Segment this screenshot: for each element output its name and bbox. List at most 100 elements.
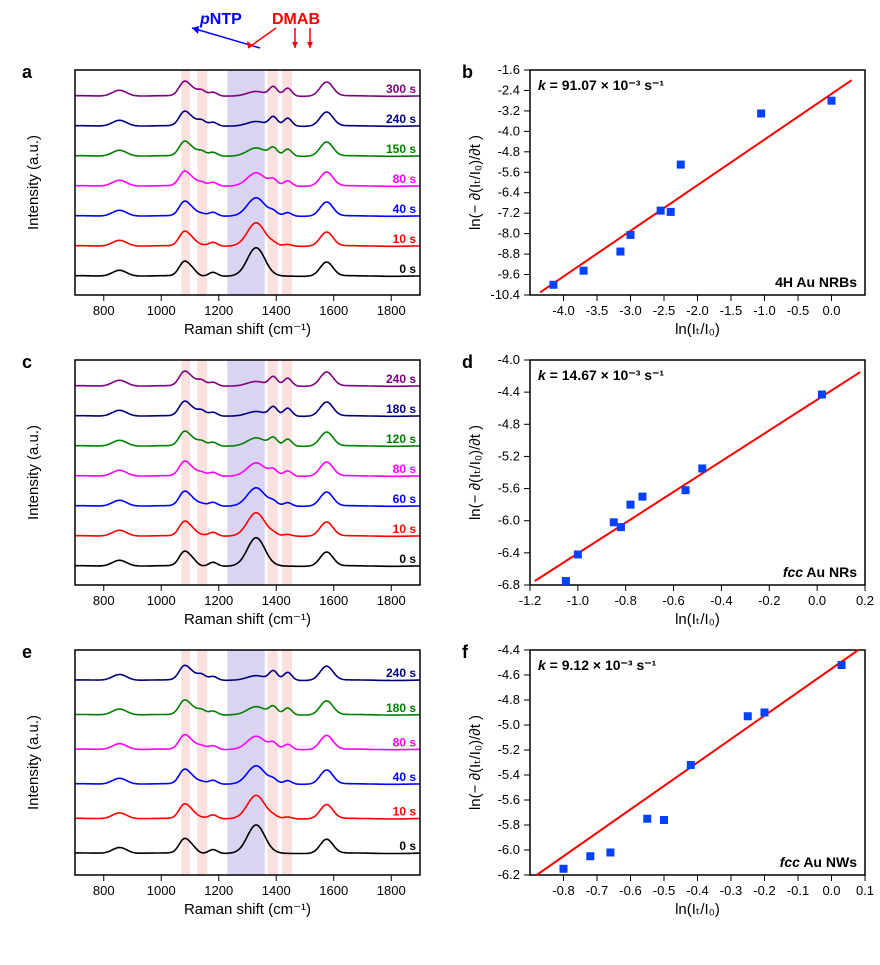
kinetics-chart-f: -0.8-0.7-0.6-0.5-0.4-0.3-0.2-0.10.00.1-6… [460, 640, 880, 920]
svg-text:-8.8: -8.8 [498, 246, 520, 261]
svg-text:1200: 1200 [204, 883, 233, 898]
svg-text:-9.6: -9.6 [498, 267, 520, 282]
svg-text:0 s: 0 s [399, 839, 416, 853]
svg-text:ln(Iₜ/I₀): ln(Iₜ/I₀) [675, 321, 720, 338]
svg-text:0.0: 0.0 [822, 883, 840, 898]
svg-text:4H Au NRBs: 4H Au NRBs [775, 274, 857, 290]
svg-text:180 s: 180 s [386, 402, 416, 416]
svg-text:0.2: 0.2 [856, 593, 874, 608]
svg-text:ln(Iₜ/I₀): ln(Iₜ/I₀) [675, 611, 720, 628]
top-legend: pNTP DMAB [20, 10, 440, 50]
svg-text:-1.5: -1.5 [720, 303, 742, 318]
svg-text:ln(− ∂(Iₜ/I₀)/∂t ): ln(− ∂(Iₜ/I₀)/∂t ) [467, 715, 484, 810]
svg-text:fcc Au NWs: fcc Au NWs [780, 854, 857, 870]
svg-text:-4.4: -4.4 [498, 642, 520, 657]
svg-text:-0.4: -0.4 [710, 593, 732, 608]
svg-text:-5.2: -5.2 [498, 742, 520, 757]
panel-e: e 0 s10 s40 s80 s180 s240 s8001000120014… [20, 640, 440, 920]
svg-text:-6.4: -6.4 [498, 185, 520, 200]
panel-a: a 0 s10 s40 s80 s150 s240 s300 s80010001… [20, 60, 440, 340]
svg-text:-0.8: -0.8 [552, 883, 574, 898]
svg-text:-0.6: -0.6 [662, 593, 684, 608]
svg-text:240 s: 240 s [386, 372, 416, 386]
svg-text:180 s: 180 s [386, 701, 416, 715]
svg-text:-0.6: -0.6 [619, 883, 641, 898]
svg-text:-6.0: -6.0 [498, 513, 520, 528]
svg-text:-2.0: -2.0 [686, 303, 708, 318]
svg-text:ln(− ∂(Iₜ/I₀)/∂t ): ln(− ∂(Iₜ/I₀)/∂t ) [467, 135, 484, 230]
svg-text:-4.6: -4.6 [498, 667, 520, 682]
svg-text:fcc Au NRs: fcc Au NRs [783, 564, 857, 580]
svg-text:-0.7: -0.7 [586, 883, 608, 898]
svg-text:0 s: 0 s [399, 262, 416, 276]
svg-text:-4.0: -4.0 [498, 352, 520, 367]
svg-text:1800: 1800 [377, 883, 406, 898]
svg-text:-6.2: -6.2 [498, 867, 520, 882]
svg-text:-7.2: -7.2 [498, 205, 520, 220]
svg-text:240 s: 240 s [386, 112, 416, 126]
svg-text:-4.8: -4.8 [498, 144, 520, 159]
panel-d: d -1.2-1.0-0.8-0.6-0.4-0.20.00.2-6.8-6.4… [460, 350, 880, 630]
svg-text:150 s: 150 s [386, 142, 416, 156]
svg-text:0.0: 0.0 [822, 303, 840, 318]
svg-text:-4.8: -4.8 [498, 416, 520, 431]
svg-text:Raman shift (cm⁻¹): Raman shift (cm⁻¹) [184, 901, 311, 918]
svg-text:120 s: 120 s [386, 432, 416, 446]
svg-text:10 s: 10 s [393, 805, 417, 819]
svg-text:1600: 1600 [319, 303, 348, 318]
svg-text:1800: 1800 [377, 303, 406, 318]
panel-b: b -4.0-3.5-3.0-2.5-2.0-1.5-1.0-0.50.0-10… [460, 60, 880, 340]
svg-text:1000: 1000 [147, 303, 176, 318]
panel-d-label: d [462, 352, 473, 373]
svg-text:-2.5: -2.5 [653, 303, 675, 318]
svg-text:1000: 1000 [147, 593, 176, 608]
svg-text:-0.3: -0.3 [720, 883, 742, 898]
svg-text:1400: 1400 [262, 883, 291, 898]
svg-text:Intensity (a.u.): Intensity (a.u.) [25, 715, 42, 810]
svg-text:-4.0: -4.0 [498, 123, 520, 138]
svg-text:-2.4: -2.4 [498, 82, 520, 97]
svg-text:-0.4: -0.4 [686, 883, 708, 898]
svg-text:-5.6: -5.6 [498, 164, 520, 179]
kinetics-chart-b: -4.0-3.5-3.0-2.5-2.0-1.5-1.0-0.50.0-10.4… [460, 60, 880, 340]
panel-c: c 0 s10 s60 s80 s120 s180 s240 s80010001… [20, 350, 440, 630]
svg-text:-4.0: -4.0 [552, 303, 574, 318]
svg-text:-0.2: -0.2 [753, 883, 775, 898]
panel-c-label: c [22, 352, 32, 373]
svg-text:-5.2: -5.2 [498, 448, 520, 463]
panel-e-label: e [22, 642, 32, 663]
svg-text:-0.2: -0.2 [758, 593, 780, 608]
svg-text:80 s: 80 s [393, 735, 417, 749]
svg-text:-6.0: -6.0 [498, 842, 520, 857]
svg-text:10 s: 10 s [393, 232, 417, 246]
svg-text:80 s: 80 s [393, 462, 417, 476]
svg-text:-1.2: -1.2 [519, 593, 541, 608]
svg-text:60 s: 60 s [393, 492, 417, 506]
svg-text:-5.6: -5.6 [498, 792, 520, 807]
svg-text:-0.8: -0.8 [615, 593, 637, 608]
svg-text:-3.5: -3.5 [586, 303, 608, 318]
svg-text:-3.0: -3.0 [619, 303, 641, 318]
svg-text:800: 800 [93, 883, 115, 898]
raman-chart-e: 0 s10 s40 s80 s180 s240 s800100012001400… [20, 640, 440, 920]
svg-text:1800: 1800 [377, 593, 406, 608]
svg-text:Intensity (a.u.): Intensity (a.u.) [25, 135, 42, 230]
svg-text:-8.0: -8.0 [498, 226, 520, 241]
svg-text:0.1: 0.1 [856, 883, 874, 898]
svg-text:10 s: 10 s [393, 522, 417, 536]
svg-text:-5.0: -5.0 [498, 717, 520, 732]
dmab-legend: DMAB [272, 11, 320, 28]
panel-f: f -0.8-0.7-0.6-0.5-0.4-0.3-0.2-0.10.00.1… [460, 640, 880, 920]
panel-b-label: b [462, 62, 473, 83]
panel-f-label: f [462, 642, 468, 663]
svg-text:-6.4: -6.4 [498, 545, 520, 560]
svg-text:-1.6: -1.6 [498, 62, 520, 77]
svg-text:1600: 1600 [319, 593, 348, 608]
svg-text:-5.8: -5.8 [498, 817, 520, 832]
svg-text:1200: 1200 [204, 593, 233, 608]
svg-text:k = 9.12 × 10⁻³ s⁻¹: k = 9.12 × 10⁻³ s⁻¹ [538, 657, 657, 673]
svg-text:k = 14.67 × 10⁻³ s⁻¹: k = 14.67 × 10⁻³ s⁻¹ [538, 367, 664, 383]
svg-text:40 s: 40 s [393, 202, 417, 216]
svg-text:-0.5: -0.5 [653, 883, 675, 898]
svg-text:800: 800 [93, 303, 115, 318]
